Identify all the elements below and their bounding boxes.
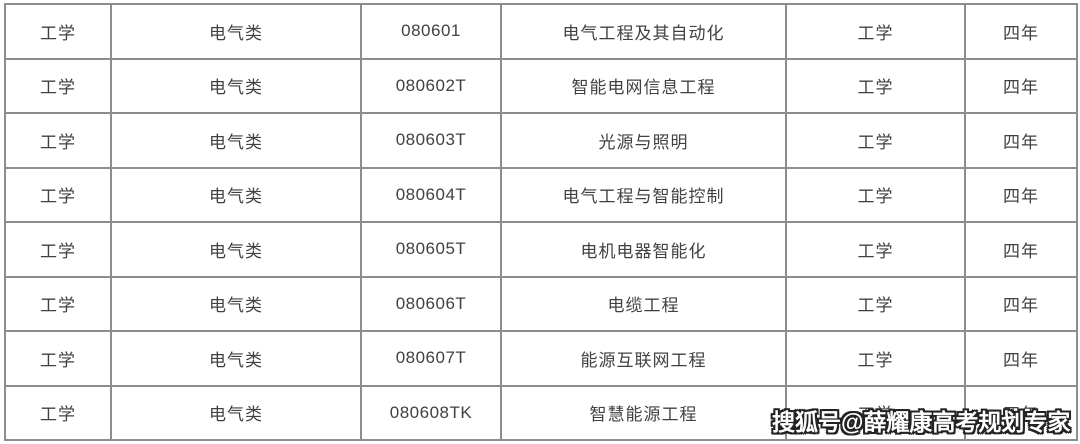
cell-duration: 四年 bbox=[964, 221, 1078, 278]
cell-discipline: 工学 bbox=[4, 3, 112, 60]
cell-discipline: 工学 bbox=[4, 166, 112, 223]
cell-major-code: 080607T bbox=[360, 330, 502, 387]
majors-table: 工学 电气类 080601 电气工程及其自动化 工学 四年 工学 电气类 080… bbox=[4, 3, 1078, 441]
cell-degree-type: 工学 bbox=[785, 275, 966, 332]
cell-degree-type: 工学 bbox=[785, 57, 966, 114]
cell-duration: 四年 bbox=[964, 275, 1078, 332]
table-row: 工学 电气类 080603T 光源与照明 工学 四年 bbox=[4, 112, 1078, 169]
cell-duration: 四年 bbox=[964, 112, 1078, 169]
cell-major-name: 智慧能源工程 bbox=[500, 384, 787, 441]
cell-major-name: 电机电器智能化 bbox=[500, 221, 787, 278]
cell-duration: 四年 bbox=[964, 166, 1078, 223]
cell-major-name: 电缆工程 bbox=[500, 275, 787, 332]
cell-duration: 四年 bbox=[964, 57, 1078, 114]
table-row: 工学 电气类 080604T 电气工程与智能控制 工学 四年 bbox=[4, 166, 1078, 223]
table-row: 工学 电气类 080601 电气工程及其自动化 工学 四年 bbox=[4, 3, 1078, 60]
cell-major-code: 080602T bbox=[360, 57, 502, 114]
cell-degree-type: 工学 bbox=[785, 166, 966, 223]
sohu-watermark: 搜狐号@薛耀康高考规划专家 bbox=[772, 409, 1071, 435]
cell-discipline: 工学 bbox=[4, 221, 112, 278]
cell-category: 电气类 bbox=[110, 275, 362, 332]
table-row: 工学 电气类 080608TK 智慧能源工程 工学 四年 bbox=[4, 384, 1078, 441]
cell-category: 电气类 bbox=[110, 384, 362, 441]
cell-major-code: 080605T bbox=[360, 221, 502, 278]
cell-duration: 四年 bbox=[964, 330, 1078, 387]
cell-category: 电气类 bbox=[110, 330, 362, 387]
cell-major-code: 080604T bbox=[360, 166, 502, 223]
table-row: 工学 电气类 080602T 智能电网信息工程 工学 四年 bbox=[4, 57, 1078, 114]
cell-degree-type: 工学 bbox=[785, 112, 966, 169]
cell-category: 电气类 bbox=[110, 166, 362, 223]
cell-degree-type: 工学 bbox=[785, 384, 966, 441]
cell-major-code: 080601 bbox=[360, 3, 502, 60]
cell-discipline: 工学 bbox=[4, 330, 112, 387]
table-row: 工学 电气类 080606T 电缆工程 工学 四年 bbox=[4, 275, 1078, 332]
cell-major-name: 电气工程及其自动化 bbox=[500, 3, 787, 60]
cell-degree-type: 工学 bbox=[785, 330, 966, 387]
cell-major-name: 电气工程与智能控制 bbox=[500, 166, 787, 223]
table-row: 工学 电气类 080605T 电机电器智能化 工学 四年 bbox=[4, 221, 1078, 278]
cell-major-name: 能源互联网工程 bbox=[500, 330, 787, 387]
cell-duration: 四年 bbox=[964, 3, 1078, 60]
majors-table-container: 工学 电气类 080601 电气工程及其自动化 工学 四年 工学 电气类 080… bbox=[4, 3, 1078, 441]
cell-major-code: 080603T bbox=[360, 112, 502, 169]
cell-discipline: 工学 bbox=[4, 384, 112, 441]
cell-category: 电气类 bbox=[110, 221, 362, 278]
cell-major-code: 080608TK bbox=[360, 384, 502, 441]
cell-discipline: 工学 bbox=[4, 57, 112, 114]
cell-category: 电气类 bbox=[110, 112, 362, 169]
cell-major-name: 智能电网信息工程 bbox=[500, 57, 787, 114]
table-row: 工学 电气类 080607T 能源互联网工程 工学 四年 bbox=[4, 330, 1078, 387]
cell-discipline: 工学 bbox=[4, 275, 112, 332]
cell-major-name: 光源与照明 bbox=[500, 112, 787, 169]
cell-category: 电气类 bbox=[110, 57, 362, 114]
cell-category: 电气类 bbox=[110, 3, 362, 60]
cell-discipline: 工学 bbox=[4, 112, 112, 169]
cell-duration: 四年 bbox=[964, 384, 1078, 441]
cell-major-code: 080606T bbox=[360, 275, 502, 332]
cell-degree-type: 工学 bbox=[785, 3, 966, 60]
cell-degree-type: 工学 bbox=[785, 221, 966, 278]
